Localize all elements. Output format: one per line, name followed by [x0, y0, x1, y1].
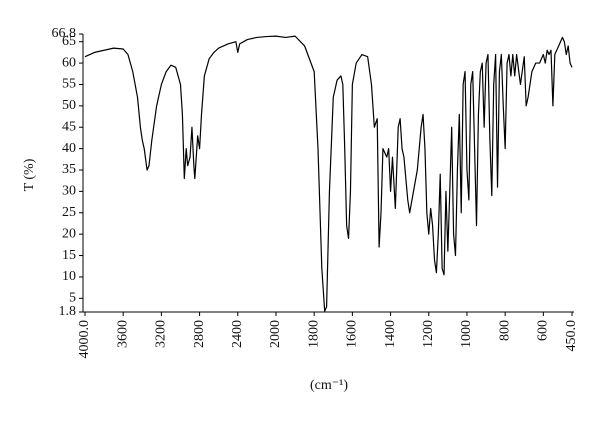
x-tick-label: 4000.0: [77, 320, 92, 359]
x-tick-label: 600: [536, 320, 551, 341]
y-tick-label: 5: [69, 291, 76, 306]
y-tick-label: 10: [62, 269, 76, 284]
x-tick-label: 1800: [306, 320, 321, 348]
y-tick-label: 60: [62, 55, 76, 70]
y-tick-label: 50: [62, 98, 76, 113]
y-tick-label: 20: [62, 226, 76, 241]
x-tick-label: 1400: [383, 320, 398, 348]
x-tick-label: 1600: [345, 320, 360, 348]
x-tick-label: 2800: [192, 320, 207, 348]
y-tick-label: 35: [62, 162, 76, 177]
y-tick-label: 55: [62, 77, 76, 92]
x-tick-label: 450.0: [564, 320, 579, 352]
y-tick-label: 1.8: [59, 304, 77, 319]
x-tick-label: 3200: [154, 320, 169, 348]
y-tick-label: 66.8: [52, 26, 77, 41]
y-tick-label: 15: [62, 248, 76, 263]
x-axis-label: (cm⁻¹): [310, 378, 348, 393]
y-tick-label: 30: [62, 184, 76, 199]
x-tick-label: 3600: [115, 320, 130, 348]
y-tick-label: 45: [62, 119, 76, 134]
x-tick-label: 800: [497, 320, 512, 341]
spectrum-line: [84, 35, 573, 312]
x-tick-label: 1000: [459, 320, 474, 348]
x-tick-label: 2400: [230, 320, 245, 348]
y-tick-label: 25: [62, 205, 76, 220]
y-tick-label: 65: [62, 34, 76, 49]
y-tick-label: 40: [62, 141, 76, 156]
y-axis-label: T (%): [22, 158, 37, 191]
x-tick-label: 1200: [421, 320, 436, 348]
x-tick-label: 2000: [268, 320, 283, 348]
